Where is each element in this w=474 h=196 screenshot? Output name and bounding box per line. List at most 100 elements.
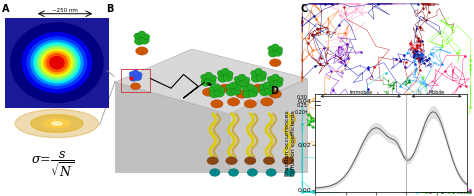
Circle shape	[44, 52, 70, 74]
Ellipse shape	[134, 37, 144, 45]
Ellipse shape	[238, 74, 246, 81]
Ellipse shape	[140, 36, 149, 44]
Ellipse shape	[218, 74, 228, 82]
Ellipse shape	[251, 70, 258, 76]
Ellipse shape	[263, 82, 271, 89]
Text: D: D	[270, 86, 278, 96]
Ellipse shape	[226, 84, 233, 90]
Ellipse shape	[210, 75, 217, 81]
Ellipse shape	[276, 47, 283, 52]
Ellipse shape	[273, 49, 283, 56]
Ellipse shape	[213, 84, 221, 91]
Y-axis label: Fraction occurrences
Diffusion coefficients: Fraction occurrences Diffusion coefficie…	[285, 110, 296, 176]
Ellipse shape	[219, 84, 231, 92]
Ellipse shape	[218, 87, 225, 93]
Ellipse shape	[217, 70, 224, 76]
Ellipse shape	[276, 77, 283, 83]
Text: B: B	[106, 4, 114, 14]
Ellipse shape	[259, 84, 266, 90]
Ellipse shape	[234, 76, 241, 82]
Ellipse shape	[143, 34, 150, 40]
Ellipse shape	[201, 78, 211, 86]
Text: 0.20†: 0.20†	[294, 109, 308, 114]
Circle shape	[15, 109, 99, 138]
Ellipse shape	[226, 71, 233, 77]
Ellipse shape	[138, 31, 146, 38]
Text: $\sigma\!=\!\dfrac{s}{\sqrt{N}}$: $\sigma\!=\!\dfrac{s}{\sqrt{N}}$	[31, 150, 74, 180]
Ellipse shape	[251, 87, 258, 93]
Ellipse shape	[202, 88, 215, 96]
Ellipse shape	[235, 85, 242, 91]
Ellipse shape	[261, 98, 273, 106]
Ellipse shape	[226, 157, 237, 165]
Ellipse shape	[240, 79, 249, 87]
Circle shape	[36, 45, 77, 80]
Ellipse shape	[247, 169, 257, 176]
Circle shape	[50, 57, 64, 69]
Ellipse shape	[273, 79, 283, 87]
Ellipse shape	[201, 74, 208, 80]
Ellipse shape	[268, 85, 275, 91]
Ellipse shape	[269, 59, 281, 67]
Ellipse shape	[129, 75, 137, 81]
Ellipse shape	[129, 71, 135, 76]
Ellipse shape	[244, 100, 256, 108]
Ellipse shape	[268, 49, 277, 57]
Polygon shape	[115, 82, 229, 172]
Ellipse shape	[245, 157, 256, 165]
Text: Immobile: Immobile	[349, 90, 372, 95]
Ellipse shape	[206, 77, 216, 85]
Ellipse shape	[221, 68, 229, 75]
Ellipse shape	[242, 86, 249, 92]
Ellipse shape	[136, 47, 148, 55]
Ellipse shape	[229, 82, 237, 89]
Circle shape	[22, 33, 91, 93]
Circle shape	[31, 115, 83, 132]
Ellipse shape	[211, 100, 223, 108]
Ellipse shape	[264, 157, 275, 165]
Ellipse shape	[251, 74, 261, 82]
Ellipse shape	[272, 44, 279, 50]
Ellipse shape	[256, 73, 266, 82]
Circle shape	[11, 23, 103, 103]
Text: 0.30: 0.30	[297, 95, 308, 100]
Ellipse shape	[243, 90, 253, 98]
Ellipse shape	[134, 33, 141, 39]
Text: ~250 nm: ~250 nm	[52, 8, 78, 13]
Ellipse shape	[231, 87, 241, 95]
Ellipse shape	[266, 169, 276, 176]
Circle shape	[41, 49, 73, 76]
Ellipse shape	[243, 77, 250, 83]
Circle shape	[34, 43, 80, 83]
Text: A: A	[2, 4, 10, 14]
Ellipse shape	[268, 46, 274, 51]
Ellipse shape	[210, 169, 220, 176]
Ellipse shape	[259, 88, 269, 96]
Ellipse shape	[223, 73, 233, 82]
Ellipse shape	[209, 86, 216, 92]
Ellipse shape	[253, 84, 265, 92]
Ellipse shape	[282, 157, 293, 165]
Circle shape	[27, 37, 87, 88]
Ellipse shape	[137, 72, 142, 77]
Ellipse shape	[205, 72, 212, 79]
Ellipse shape	[248, 89, 258, 97]
Circle shape	[39, 47, 75, 78]
Text: Mobile: Mobile	[428, 90, 445, 95]
Ellipse shape	[228, 169, 239, 176]
Ellipse shape	[134, 74, 142, 81]
Ellipse shape	[236, 90, 248, 98]
Ellipse shape	[269, 90, 282, 98]
Polygon shape	[115, 49, 307, 114]
Ellipse shape	[271, 74, 279, 81]
Circle shape	[46, 54, 67, 72]
Circle shape	[44, 119, 70, 128]
Ellipse shape	[228, 98, 240, 106]
Ellipse shape	[130, 83, 141, 90]
Ellipse shape	[285, 169, 295, 176]
Text: 0.25: 0.25	[297, 103, 308, 108]
Ellipse shape	[235, 80, 244, 88]
Ellipse shape	[259, 71, 266, 77]
Ellipse shape	[246, 84, 254, 91]
Polygon shape	[229, 78, 307, 172]
